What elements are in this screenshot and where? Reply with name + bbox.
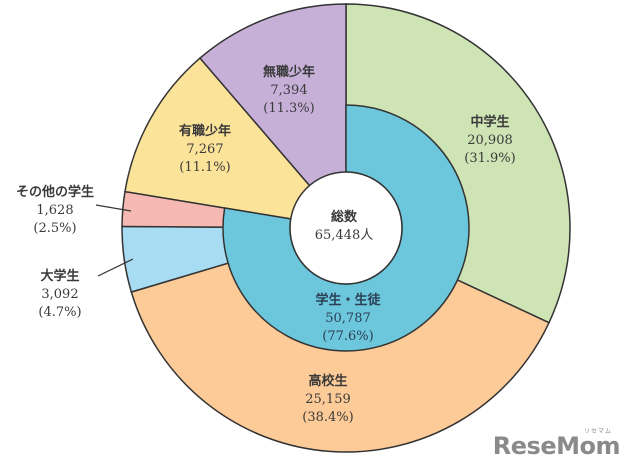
- label-students: 学生・生徒 50,787 (77.6%): [315, 292, 380, 346]
- label-name: 高校生: [308, 374, 348, 389]
- label-percent: (77.6%): [322, 329, 374, 344]
- label-percent: (11.1%): [179, 160, 231, 175]
- label-value: 3,092: [41, 287, 79, 302]
- resemom-logo: ReseMom リセマム: [492, 428, 621, 460]
- center-title: 総数: [330, 210, 357, 225]
- label-name: 有職少年: [178, 124, 232, 139]
- label-percent: (2.5%): [33, 221, 77, 236]
- logo-text: ReseMom: [492, 432, 621, 460]
- label-name: 中学生: [470, 115, 510, 130]
- leader-line-other-students: [95, 204, 132, 212]
- label-percent: (11.3%): [263, 101, 315, 116]
- label-high-school: 高校生 25,159 (38.4%): [302, 373, 353, 427]
- label-percent: (4.7%): [38, 305, 82, 320]
- center-total-label: 総数 65,448人: [315, 209, 374, 245]
- label-unemployed-youth: 無職少年 7,394 (11.3%): [263, 64, 315, 118]
- label-name: 大学生: [40, 269, 80, 284]
- label-value: 1,628: [36, 203, 74, 218]
- label-value: 7,267: [186, 142, 224, 157]
- label-employed-youth: 有職少年 7,267 (11.1%): [179, 123, 231, 177]
- label-junior-high: 中学生 20,908 (31.9%): [464, 114, 515, 168]
- label-value: 25,159: [305, 392, 351, 407]
- label-value: 20,908: [467, 133, 513, 148]
- label-value: 50,787: [325, 311, 371, 326]
- leader-line-university: [97, 258, 134, 277]
- label-university: 大学生 3,092 (4.7%): [38, 268, 81, 322]
- label-other-students: その他の学生 1,628 (2.5%): [16, 184, 94, 238]
- label-name: その他の学生: [15, 185, 95, 200]
- label-value: 7,394: [270, 83, 308, 98]
- label-percent: (31.9%): [464, 151, 516, 166]
- label-name: 無職少年: [262, 65, 316, 80]
- center-value: 65,448人: [314, 228, 374, 243]
- center-hole: [289, 171, 403, 285]
- label-name: 学生・生徒: [315, 293, 381, 308]
- outer-segment: [198, 3, 347, 231]
- label-percent: (38.4%): [302, 410, 354, 425]
- logo-ruby: リセマム: [583, 428, 612, 435]
